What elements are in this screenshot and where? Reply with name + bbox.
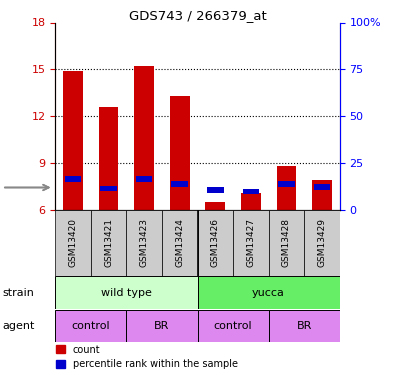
Text: GSM13420: GSM13420 — [69, 218, 77, 267]
Bar — [55, 276, 198, 309]
Text: GSM13423: GSM13423 — [140, 218, 149, 267]
Bar — [269, 210, 304, 276]
Legend: count, percentile rank within the sample: count, percentile rank within the sample — [56, 345, 238, 369]
Bar — [170, 96, 190, 210]
Bar — [243, 189, 259, 194]
Bar — [100, 186, 117, 191]
Text: wild type: wild type — [101, 288, 152, 298]
Bar — [312, 180, 332, 210]
Bar — [99, 107, 118, 210]
Text: GSM13428: GSM13428 — [282, 218, 291, 267]
Bar — [314, 184, 330, 190]
Text: GDS743 / 266379_at: GDS743 / 266379_at — [129, 9, 266, 22]
Text: agent: agent — [2, 321, 34, 331]
Bar — [276, 166, 296, 210]
Bar — [134, 66, 154, 210]
Bar — [304, 210, 340, 276]
Bar — [207, 188, 224, 193]
Bar — [162, 210, 198, 276]
Text: control: control — [214, 321, 252, 331]
Text: GSM13426: GSM13426 — [211, 218, 220, 267]
Text: yucca: yucca — [252, 288, 285, 298]
Bar — [55, 310, 126, 342]
Bar — [233, 210, 269, 276]
Bar — [126, 210, 162, 276]
Bar — [55, 210, 91, 276]
Text: GSM13421: GSM13421 — [104, 218, 113, 267]
Bar — [126, 310, 198, 342]
Bar — [198, 276, 340, 309]
Bar — [136, 176, 152, 182]
Bar — [241, 193, 261, 210]
Bar — [198, 310, 269, 342]
Text: GSM13429: GSM13429 — [318, 218, 326, 267]
Bar — [269, 310, 340, 342]
Bar — [205, 202, 225, 210]
Bar — [65, 176, 81, 182]
Text: control: control — [71, 321, 110, 331]
Text: BR: BR — [297, 321, 312, 331]
Text: GSM13427: GSM13427 — [246, 218, 255, 267]
Text: strain: strain — [2, 288, 34, 298]
Text: GSM13424: GSM13424 — [175, 218, 184, 267]
Text: BR: BR — [154, 321, 169, 331]
Bar — [278, 181, 295, 187]
Bar — [91, 210, 126, 276]
Bar — [63, 71, 83, 210]
Bar — [198, 210, 233, 276]
Bar — [171, 181, 188, 187]
